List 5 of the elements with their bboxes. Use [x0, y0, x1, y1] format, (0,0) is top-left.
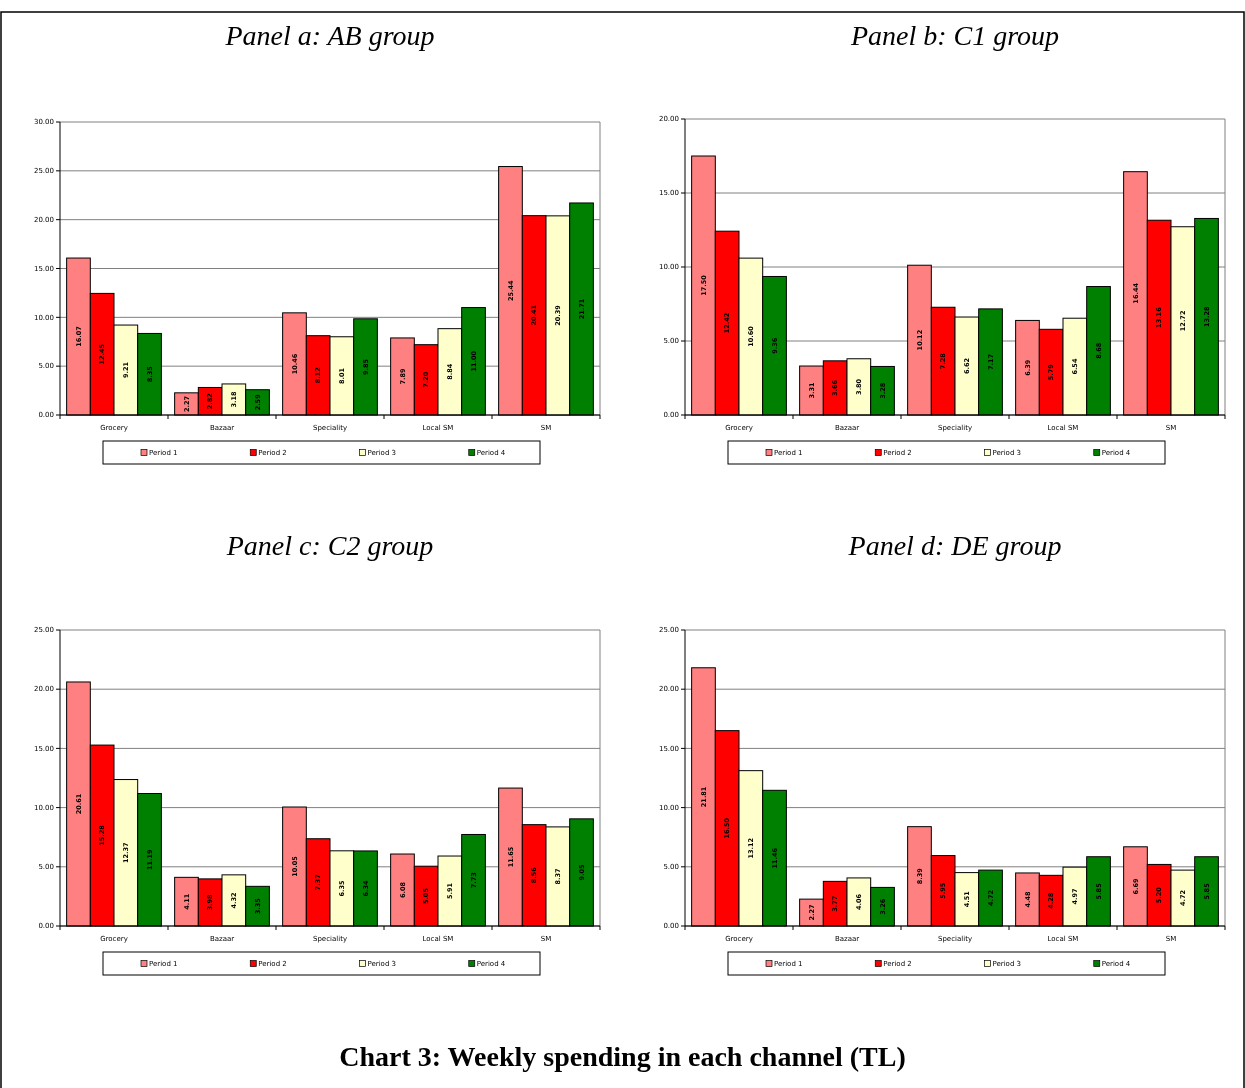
- chart-title: Panel d: DE group: [847, 530, 1062, 561]
- caption: Chart 3: Weekly spending in each channel (TL): [339, 1041, 906, 1072]
- chart-title: Panel b: C1 group: [849, 20, 1060, 51]
- chart-title: Panel a: AB group: [224, 20, 435, 51]
- chart-title: Panel c: C2 group: [225, 530, 434, 561]
